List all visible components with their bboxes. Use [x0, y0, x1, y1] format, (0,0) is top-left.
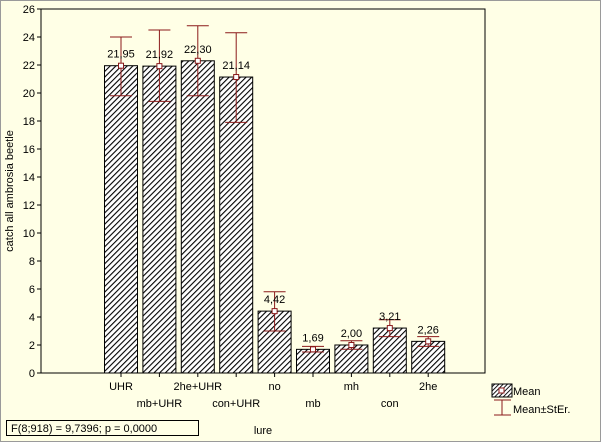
data-label-mb: 1,69	[302, 332, 323, 344]
bar-series-mean: 21,95 21,92 22,30 21,14 4,42 1,69 2,00 3,21 2,26	[104, 25, 446, 374]
y-axis-title: catch all ambrosia beetle	[4, 130, 16, 252]
y-tick-label: 22	[23, 60, 35, 72]
x-tick-label-con+UHR: con+UHR	[212, 398, 260, 410]
x-axis: UHR mb+UHR 2he+UHR con+UHR no mb mh con 2he	[109, 373, 437, 410]
y-tick-label: 24	[23, 32, 35, 44]
data-label-UHR: 21,95	[107, 49, 135, 61]
bar-mb	[296, 348, 330, 374]
x-tick-label-con: con	[381, 398, 399, 410]
data-label-mh: 2,00	[341, 328, 362, 340]
y-tick-label: 16	[23, 144, 35, 156]
legend: Mean Mean±StEr.	[491, 383, 570, 416]
x-tick-label-mb+UHR: mb+UHR	[137, 398, 183, 410]
bar-UHR	[104, 65, 138, 374]
data-label-2he: 2,26	[417, 324, 438, 336]
legend-swatch-error	[494, 399, 511, 416]
y-tick-label: 10	[23, 228, 35, 240]
x-tick-label-no: no	[268, 381, 280, 393]
x-tick-label-UHR: UHR	[109, 381, 133, 393]
y-tick-label: 12	[23, 200, 35, 212]
mean-marker	[156, 63, 163, 70]
mean-marker	[118, 62, 124, 69]
y-tick-label: 20	[23, 88, 35, 100]
y-tick-label: 14	[23, 172, 35, 184]
y-tick-label: 4	[29, 312, 35, 324]
x-tick-label-mh: mh	[344, 381, 359, 393]
data-label-con+UHR: 21,14	[222, 60, 250, 72]
bar-2he+UHR	[180, 60, 215, 374]
x-tick-label-mb: mb	[305, 398, 320, 410]
bar-mb+UHR	[142, 65, 177, 374]
x-tick-label-2he+UHR: 2he+UHR	[173, 381, 222, 393]
legend-label-mean: Mean	[513, 386, 541, 398]
mean-marker	[271, 308, 278, 315]
anova-stat-box: F(8;918) = 9,7396; p = 0,0000	[6, 420, 199, 436]
mean-marker	[233, 74, 240, 81]
legend-label-error: Mean±StEr.	[513, 404, 570, 416]
data-label-mb+UHR: 21,92	[146, 49, 174, 61]
x-tick-label-2he: 2he	[419, 381, 437, 393]
x-axis-title: lure	[254, 425, 272, 437]
bar-con+UHR	[219, 76, 254, 374]
y-tick-label: 8	[29, 256, 35, 268]
mean-marker	[310, 346, 316, 353]
y-tick-label: 6	[29, 284, 35, 296]
anova-stat-text: F(8;918) = 9,7396; p = 0,0000	[11, 423, 158, 435]
y-tick-label: 26	[23, 4, 35, 16]
data-label-2he+UHR: 22,30	[184, 44, 212, 56]
mean-marker	[348, 342, 355, 348]
mean-marker	[425, 338, 432, 345]
y-tick-label: 18	[23, 116, 35, 128]
y-tick-label: 2	[29, 340, 35, 352]
mean-marker	[194, 57, 201, 64]
data-label-con: 3,21	[379, 311, 400, 323]
y-tick-label: 0	[29, 368, 35, 380]
data-label-no: 4,42	[264, 294, 285, 306]
mean-marker	[386, 325, 393, 332]
